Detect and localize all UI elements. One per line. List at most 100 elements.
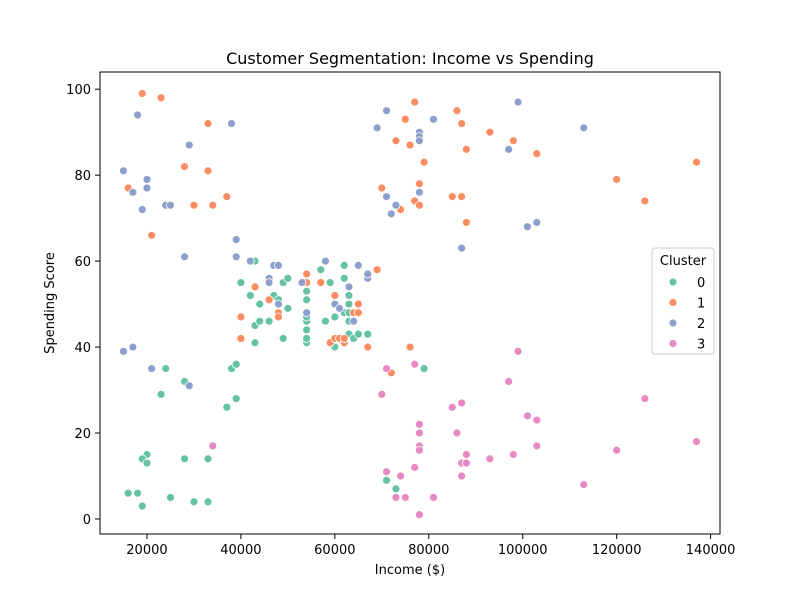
data-point-cluster-1 (405, 342, 415, 352)
data-point-cluster-1 (147, 230, 157, 240)
data-point-cluster-3 (692, 437, 701, 447)
data-point-cluster-2 (504, 144, 514, 154)
data-point-cluster-3 (508, 450, 518, 459)
data-point-cluster-3 (414, 445, 424, 455)
data-point-cluster-0 (382, 475, 391, 485)
data-point-cluster-2 (321, 256, 330, 266)
data-point-cluster-3 (396, 471, 406, 481)
data-point-cluster-2 (382, 106, 391, 116)
data-point-cluster-2 (382, 192, 391, 202)
data-point-cluster-3 (208, 441, 218, 451)
data-point-cluster-3 (532, 415, 542, 425)
x-tick-label: 80000 (408, 543, 449, 558)
data-point-cluster-1 (236, 334, 246, 343)
data-point-cluster-2 (184, 381, 194, 391)
data-point-cluster-2 (349, 316, 359, 326)
x-axis-title: Income ($) (375, 563, 445, 578)
data-point-cluster-0 (222, 402, 232, 412)
data-point-cluster-3 (382, 364, 391, 373)
y-tick-label: 0 (83, 513, 91, 528)
x-tick-label: 20000 (126, 543, 167, 558)
data-point-cluster-1 (236, 312, 246, 322)
data-points (119, 89, 701, 520)
data-point-cluster-0 (203, 454, 213, 464)
data-point-cluster-0 (419, 364, 429, 373)
data-point-cluster-3 (640, 394, 650, 404)
data-point-cluster-2 (274, 299, 283, 309)
data-point-cluster-0 (166, 493, 175, 502)
data-point-cluster-0 (161, 364, 171, 373)
data-point-cluster-0 (339, 273, 349, 283)
data-point-cluster-2 (274, 260, 283, 270)
legend-items: 0 1 2 3 (668, 276, 705, 353)
y-axis-title: Spending Score (43, 252, 58, 354)
data-point-cluster-2 (372, 123, 382, 133)
data-point-cluster-2 (302, 308, 312, 318)
legend-label: 1 (697, 297, 705, 312)
legend: Cluster 0 1 2 3 (651, 247, 715, 355)
data-point-cluster-2 (245, 256, 255, 266)
data-point-cluster-2 (579, 123, 589, 133)
data-point-cluster-1 (532, 149, 542, 159)
data-point-cluster-3 (452, 428, 462, 438)
data-point-cluster-1 (391, 136, 401, 146)
legend-marker (668, 298, 678, 307)
data-point-cluster-0 (302, 325, 312, 335)
data-point-cluster-3 (400, 493, 410, 502)
data-point-cluster-2 (147, 364, 157, 373)
data-point-cluster-2 (137, 205, 147, 214)
data-point-cluster-2 (142, 183, 152, 193)
data-point-cluster-2 (119, 346, 128, 356)
data-point-cluster-3 (523, 411, 532, 421)
data-point-cluster-2 (231, 235, 241, 245)
data-point-cluster-2 (142, 175, 152, 184)
data-point-cluster-2 (414, 187, 424, 197)
data-point-cluster-0 (353, 329, 363, 339)
data-point-cluster-2 (457, 243, 467, 253)
data-point-cluster-2 (128, 342, 138, 352)
data-point-cluster-3 (391, 493, 401, 502)
data-point-cluster-1 (461, 218, 471, 227)
data-point-cluster-0 (302, 334, 312, 343)
legend-label: 0 (697, 276, 705, 291)
data-point-cluster-2 (180, 252, 189, 262)
data-point-cluster-2 (133, 110, 142, 120)
data-point-cluster-1 (414, 200, 424, 210)
legend-label: 2 (697, 317, 705, 332)
data-point-cluster-1 (264, 295, 274, 305)
data-point-cluster-0 (316, 265, 326, 275)
data-point-cluster-3 (532, 441, 542, 451)
data-point-cluster-3 (504, 377, 514, 386)
data-point-cluster-0 (203, 497, 213, 507)
data-point-cluster-1 (457, 192, 467, 202)
data-point-cluster-2 (414, 136, 424, 146)
data-point-cluster-0 (330, 312, 340, 322)
y-tick-label: 100 (66, 83, 91, 98)
data-point-cluster-0 (264, 316, 274, 326)
data-point-cluster-0 (231, 359, 241, 369)
data-point-cluster-1 (222, 192, 232, 202)
data-point-cluster-3 (612, 445, 622, 455)
data-point-cluster-0 (189, 497, 199, 507)
data-point-cluster-1 (180, 162, 189, 171)
legend-marker (668, 318, 678, 328)
data-point-cluster-1 (137, 89, 147, 98)
data-point-cluster-3 (429, 493, 438, 502)
chart-title: Customer Segmentation: Income vs Spendin… (226, 49, 594, 68)
data-point-cluster-1 (405, 140, 415, 150)
data-point-cluster-1 (612, 175, 622, 184)
data-point-cluster-1 (508, 136, 518, 146)
data-point-cluster-2 (128, 187, 138, 197)
data-point-cluster-2 (297, 278, 307, 287)
data-point-cluster-0 (156, 389, 166, 399)
data-point-cluster-3 (485, 454, 495, 464)
data-point-cluster-1 (363, 342, 373, 352)
x-tick-label: 120000 (592, 543, 642, 558)
data-point-cluster-1 (640, 196, 650, 206)
y-axis-ticks: 0 20 40 60 80 100 (66, 83, 100, 528)
x-tick-label: 40000 (220, 543, 261, 558)
data-point-cluster-2 (184, 140, 194, 150)
data-point-cluster-0 (302, 286, 312, 296)
data-point-cluster-3 (414, 510, 424, 520)
